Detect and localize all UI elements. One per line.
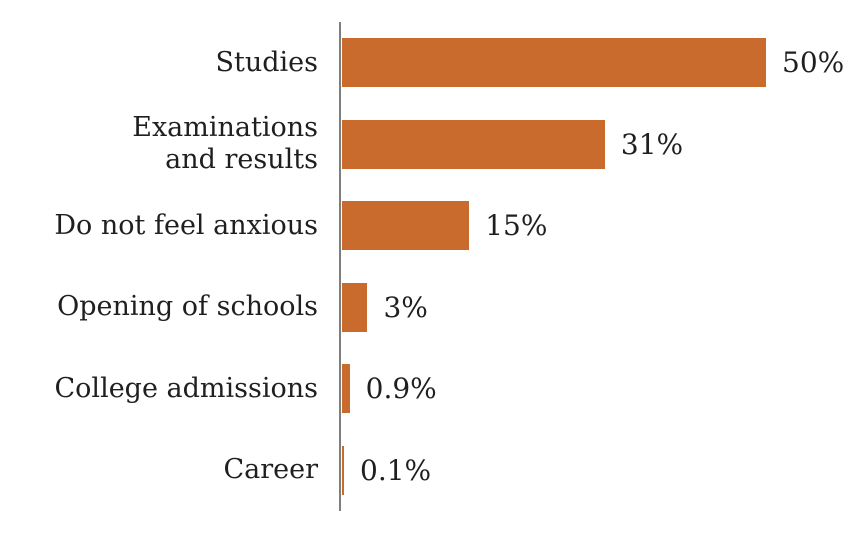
bar [342, 445, 344, 495]
bar-row: Studies 50% [0, 22, 865, 104]
bar-row: Career 0.1% [0, 430, 865, 512]
category-label: Studies [215, 46, 319, 78]
category-label: College admissions [54, 372, 318, 404]
category-label: Examinations and results [132, 111, 318, 176]
category-label: Career [223, 454, 318, 486]
value-label: 31% [620, 127, 684, 161]
category-label: Opening of schools [57, 291, 318, 323]
bar-row: Do not feel anxious 15% [0, 185, 865, 267]
bar-row: Opening of schools 3% [0, 267, 865, 349]
bar-rows: Studies 50% Examinations and results 31%… [0, 22, 865, 511]
value-label: 50% [782, 46, 845, 80]
value-label: 3% [383, 290, 428, 324]
bar [342, 38, 766, 88]
bar [342, 282, 368, 332]
bar-row: College admissions 0.9% [0, 348, 865, 430]
bar [342, 119, 605, 169]
y-axis-line [339, 22, 341, 511]
bar [342, 201, 470, 251]
value-label: 15% [485, 209, 548, 243]
value-label: 0.1% [360, 453, 432, 487]
value-label: 0.9% [365, 372, 437, 406]
bar [342, 364, 350, 414]
bar-row: Examinations and results 31% [0, 104, 865, 186]
category-label: Do not feel anxious [54, 209, 318, 241]
